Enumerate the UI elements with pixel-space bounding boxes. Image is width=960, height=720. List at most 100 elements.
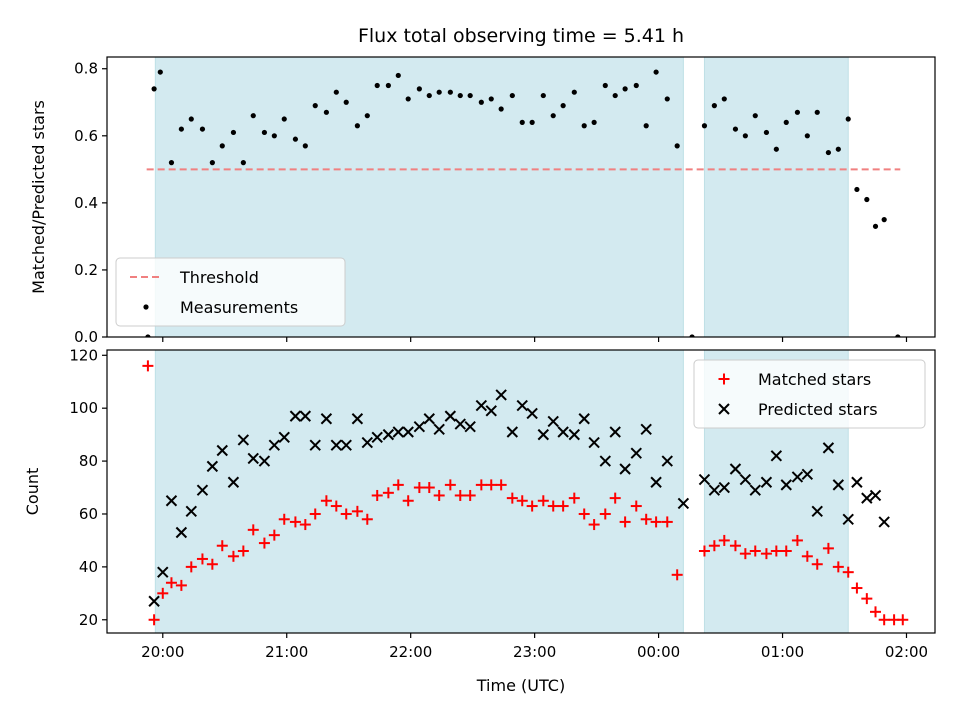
- data-point: [537, 495, 549, 507]
- data-point: [814, 109, 820, 115]
- data-point: [382, 487, 394, 499]
- data-point: [371, 431, 383, 443]
- data-point: [739, 473, 752, 486]
- series-measurements: [145, 69, 901, 337]
- data-point: [165, 495, 178, 507]
- data-point: [247, 452, 259, 465]
- data-point: [851, 582, 863, 594]
- data-point: [268, 439, 281, 451]
- data-point: [729, 463, 742, 475]
- data-point: [529, 119, 535, 125]
- data-point: [227, 550, 239, 562]
- data-point: [591, 119, 597, 125]
- data-point: [557, 500, 569, 512]
- data-point: [630, 500, 642, 512]
- data-point: [568, 492, 580, 504]
- legend-label: Measurements: [180, 298, 298, 317]
- data-point: [560, 103, 566, 109]
- data-point: [485, 479, 497, 491]
- data-point: [278, 513, 290, 525]
- data-point: [811, 558, 823, 570]
- data-point: [382, 428, 395, 441]
- y-tick-label: 0.4: [74, 194, 98, 212]
- data-point: [622, 86, 628, 92]
- data-point: [749, 484, 761, 496]
- data-point: [783, 119, 789, 125]
- y-tick-label: 100: [69, 399, 98, 417]
- data-point: [230, 129, 237, 136]
- data-point: [701, 123, 708, 129]
- axes-frame: [106, 349, 936, 634]
- data-point: [261, 129, 268, 136]
- data-point: [351, 505, 363, 517]
- data-point: [447, 89, 453, 95]
- data-point: [258, 537, 270, 549]
- data-point: [571, 89, 577, 95]
- data-point: [351, 413, 364, 425]
- data-point: [436, 89, 442, 95]
- data-point: [861, 492, 873, 504]
- data-point: [405, 96, 411, 102]
- y-axis-label: Count: [23, 468, 42, 516]
- data-point: [801, 550, 813, 562]
- data-point: [281, 116, 287, 122]
- data-point: [760, 548, 772, 560]
- data-point: [794, 109, 801, 115]
- data-point: [516, 399, 528, 412]
- data-point: [708, 540, 720, 552]
- data-point: [742, 133, 748, 139]
- data-point: [485, 405, 497, 417]
- data-point: [247, 524, 259, 536]
- data-point: [258, 455, 271, 467]
- data-point: [739, 548, 751, 560]
- data-point: [175, 579, 187, 591]
- data-point: [770, 450, 783, 462]
- data-point: [516, 495, 528, 507]
- series-predicted-stars: [148, 389, 890, 607]
- data-point: [791, 471, 804, 483]
- ratio-panel: 0.0 0.2 0.4 0.6 0.8 Matched/Predicted stars Th…: [29, 56, 936, 346]
- data-point: [650, 516, 662, 528]
- data-point: [519, 119, 525, 125]
- data-point: [581, 123, 587, 129]
- data-point: [650, 476, 662, 488]
- data-point: [330, 500, 342, 512]
- data-point: [749, 545, 761, 557]
- data-point: [178, 126, 184, 132]
- data-point: [199, 126, 206, 132]
- data-point: [148, 614, 160, 626]
- data-point: [426, 92, 432, 99]
- x-tick-label: 20:00: [141, 643, 184, 661]
- x-axis-label: Time (UTC): [476, 676, 565, 695]
- data-point: [506, 426, 519, 438]
- data-point: [278, 431, 290, 443]
- y-tick-label: 80: [79, 452, 98, 470]
- data-point: [444, 479, 456, 491]
- data-point: [835, 146, 841, 152]
- data-point: [773, 146, 779, 152]
- data-point: [416, 86, 422, 92]
- data-point: [537, 428, 550, 441]
- data-point: [475, 399, 488, 412]
- data-point: [609, 426, 621, 438]
- data-point: [240, 160, 246, 166]
- data-point: [825, 149, 832, 156]
- data-point: [832, 479, 845, 491]
- data-point: [851, 476, 863, 488]
- data-point: [216, 444, 228, 457]
- y-tick-label: 60: [79, 505, 98, 523]
- data-point: [250, 113, 256, 119]
- data-point: [237, 434, 250, 446]
- legend-label: Threshold: [179, 268, 259, 287]
- data-point: [323, 109, 329, 115]
- x-tick-label: 23:00: [513, 643, 556, 661]
- legend-marker-swatch: [143, 304, 149, 310]
- data-point: [698, 545, 710, 557]
- data-point: [791, 534, 803, 546]
- data-point: [599, 455, 611, 467]
- data-point: [454, 418, 466, 430]
- data-point: [423, 482, 435, 494]
- data-point: [770, 545, 782, 557]
- data-point: [804, 133, 810, 139]
- data-point: [385, 82, 391, 89]
